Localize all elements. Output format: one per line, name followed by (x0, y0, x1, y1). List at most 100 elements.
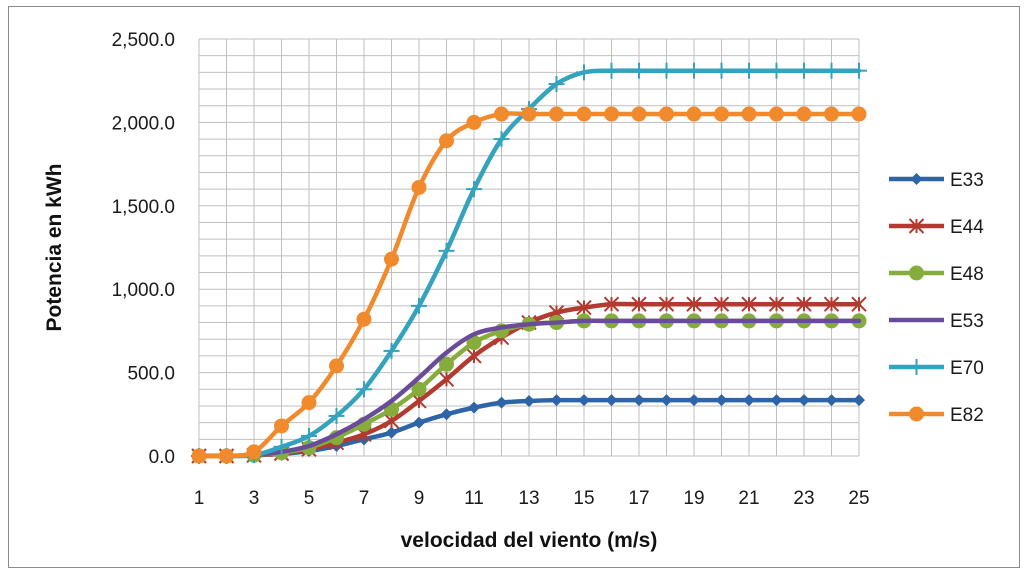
data-point-diamond (413, 416, 425, 429)
legend-item-e53: E53 (889, 311, 984, 332)
data-point-diamond (853, 394, 865, 407)
x-tick-label: 7 (359, 488, 370, 509)
data-point-diamond (578, 394, 590, 407)
data-point-diamond (523, 394, 535, 407)
y-tick-label: 500.0 (127, 364, 175, 385)
data-point-star (741, 296, 757, 312)
data-point-circle (384, 251, 399, 267)
data-point-star (658, 296, 675, 312)
data-point-star (686, 296, 702, 312)
data-point-circle (549, 106, 564, 122)
data-point-plus (713, 62, 730, 79)
data-point-circle (741, 106, 757, 122)
data-point-circle (329, 358, 344, 374)
legend-item-e70: E70 (889, 358, 984, 379)
data-point-diamond (770, 394, 783, 407)
gridlines (198, 38, 860, 457)
legend-item-e44: E44 (889, 217, 984, 238)
data-point-diamond (743, 394, 755, 407)
legend-label: E44 (950, 217, 984, 238)
data-point-plus (741, 62, 757, 79)
data-point-plus (576, 64, 592, 81)
series-layer (191, 62, 867, 464)
data-point-circle (246, 444, 262, 460)
data-point-plus (686, 62, 702, 79)
y-tick-label: 0.0 (149, 447, 175, 468)
data-point-star (713, 296, 730, 312)
data-point-circle (824, 106, 839, 122)
data-point-star (796, 296, 812, 312)
data-point-star (768, 296, 785, 312)
legend-label: E53 (950, 311, 984, 332)
legend-item-e82: E82 (889, 405, 984, 426)
data-point-circle (191, 448, 207, 464)
data-point-circle (439, 356, 454, 372)
data-point-plus (493, 131, 510, 148)
data-point-circle (686, 106, 702, 122)
data-point-circle (219, 448, 234, 464)
data-point-diamond (385, 426, 398, 439)
data-point-star (603, 296, 620, 312)
data-point-star (823, 296, 840, 312)
data-point-circle (909, 265, 924, 281)
data-point-star (576, 299, 592, 316)
data-point-circle (411, 179, 427, 195)
data-point-plus (658, 62, 675, 79)
data-point-circle (466, 114, 482, 130)
data-point-plus (851, 62, 867, 79)
legend-item-e33: E33 (889, 170, 984, 191)
data-point-diamond (798, 394, 810, 407)
data-point-plus (548, 76, 565, 93)
chart-frame: 0.0 500.0 1,000.0 1,500.0 2,000.0 2,500.0 1 3 5 7… (8, 6, 1020, 568)
data-point-diamond (715, 394, 728, 407)
data-point-plus (796, 62, 812, 79)
x-tick-label: 11 (464, 488, 484, 509)
data-point-star (438, 371, 455, 387)
data-point-diamond (440, 408, 453, 421)
data-point-star (466, 348, 482, 364)
x-tick-label: 17 (628, 488, 649, 509)
data-point-diamond (550, 394, 563, 407)
data-point-circle (521, 106, 537, 122)
data-point-circle (466, 335, 482, 351)
y-tick-label: 1,000.0 (112, 280, 175, 301)
data-point-star (631, 296, 647, 312)
data-point-plus (438, 242, 455, 259)
data-point-plus (411, 297, 427, 314)
legend-item-e48: E48 (889, 264, 984, 285)
data-point-circle (909, 406, 924, 422)
series-e82 (191, 106, 867, 464)
y-tick-label: 1,500.0 (112, 197, 175, 218)
data-point-circle (576, 106, 592, 122)
data-point-star (851, 296, 867, 312)
data-point-circle (494, 106, 509, 122)
data-point-circle (796, 106, 812, 122)
data-point-diamond (825, 394, 838, 407)
data-point-circle (604, 106, 619, 122)
data-point-circle (274, 418, 289, 434)
x-tick-label: 15 (573, 488, 594, 509)
data-point-plus (328, 407, 345, 424)
data-point-plus (273, 438, 290, 455)
data-point-plus (383, 342, 400, 359)
data-point-plus (631, 62, 647, 79)
data-point-circle (439, 133, 454, 149)
axes: 0.0 500.0 1,000.0 1,500.0 2,000.0 2,500.0 1 3 5 7… (112, 30, 870, 509)
data-point-diamond (910, 173, 923, 185)
data-point-plus (466, 181, 482, 198)
data-point-plus (823, 62, 840, 79)
data-point-diamond (605, 394, 618, 407)
data-point-plus (768, 62, 785, 79)
y-tick-label: 2,000.0 (112, 113, 175, 134)
x-tick-label: 25 (848, 488, 869, 509)
data-point-circle (714, 106, 729, 122)
line-chart: 0.0 500.0 1,000.0 1,500.0 2,000.0 2,500.0 1 3 5 7… (43, 30, 984, 552)
x-tick-label: 1 (194, 488, 205, 509)
x-tick-label: 9 (414, 488, 425, 509)
x-tick-label: 21 (738, 488, 759, 509)
data-point-diamond (660, 394, 673, 407)
x-tick-label: 5 (304, 488, 315, 509)
x-tick-label: 13 (518, 488, 539, 509)
y-tick-label: 2,500.0 (112, 30, 175, 51)
data-point-circle (769, 106, 784, 122)
